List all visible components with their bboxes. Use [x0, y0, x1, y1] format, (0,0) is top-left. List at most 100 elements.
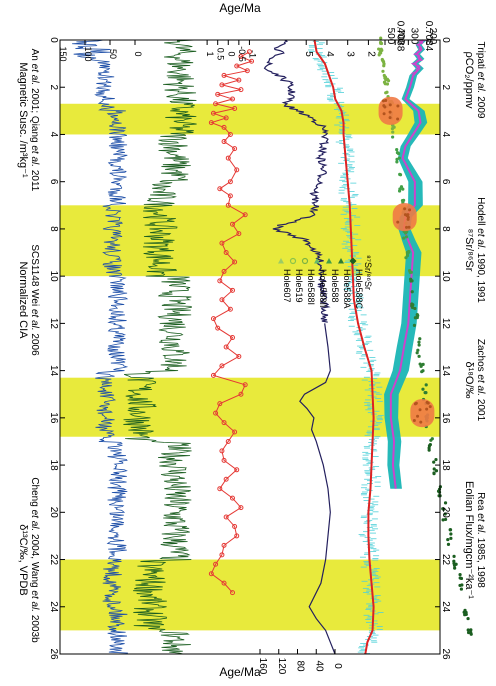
eolian-tick-label-4: 160 [257, 658, 268, 675]
co2-tick-label-3: 500 [385, 28, 396, 45]
co2-line [389, 39, 425, 489]
cia-point-58 [223, 514, 229, 520]
age-tick-label-right-10: 20 [440, 507, 451, 519]
sr-source-part-1: et al. [475, 226, 486, 250]
cia-point-57 [238, 505, 244, 511]
sr-point [448, 528, 453, 532]
sr-ellipse-point [396, 117, 400, 121]
sr-point [434, 469, 439, 473]
sr-point [385, 90, 389, 94]
sr-point [386, 79, 391, 83]
sr-point [418, 337, 422, 341]
d18o-tick-label-0: 2 [365, 51, 376, 57]
sr-ellipse-point [383, 105, 387, 109]
sr-point [469, 632, 473, 636]
sr-point [397, 189, 402, 193]
sr-point [430, 437, 434, 441]
d18o-label-part-0: δ¹⁸O/‰ [463, 361, 475, 398]
cia-point-37 [210, 316, 216, 322]
sr-point [434, 457, 438, 462]
legend-label-5: Hole519 [294, 269, 304, 303]
sr-point [424, 390, 428, 395]
magsusc-source-part-0: An [29, 49, 40, 61]
age-tick-label-left-4: 8 [48, 226, 59, 232]
cia-point-54 [223, 476, 229, 482]
cia-point-39 [230, 335, 235, 341]
sr-point [397, 156, 401, 160]
cia-point-21 [234, 167, 240, 173]
age-tick-label-right-1: 2 [440, 84, 451, 90]
sr-point [383, 75, 388, 79]
cia-line [209, 51, 253, 593]
sr-ellipse-point [412, 419, 416, 423]
sr-point [466, 628, 470, 632]
sr-point [419, 364, 423, 368]
cia-point-30 [223, 250, 229, 256]
eolian-line [299, 323, 336, 655]
magsusc-source: An et al. 2001; Qiang et al. 2011 [29, 49, 40, 192]
sr-ellipse-point [416, 414, 420, 418]
cia-point-14 [223, 115, 229, 121]
cia-source: SCS1148 Wei et al. 2006 [29, 244, 40, 356]
eolian-tick-label-3: 120 [276, 658, 287, 675]
sr-point [421, 362, 425, 366]
sr-label: ⁸⁷Sr/⁸⁶Sr [463, 229, 475, 272]
d13c-label: δ¹³C/‰, VPDB [17, 524, 29, 596]
age-tick-label-left-3: 6 [48, 179, 59, 185]
age-tick-label-left-0: 0 [48, 37, 59, 43]
cia-tick-label-1: -0.5 [237, 46, 247, 62]
sr-point [432, 467, 436, 471]
frame-rect [59, 39, 441, 655]
cia-point-11 [213, 101, 219, 107]
age-tick-label-left-9: 18 [48, 460, 59, 472]
sr-point [377, 53, 381, 57]
cia-point-10 [230, 96, 235, 102]
cia-point-45 [238, 391, 244, 397]
age-tick-label-right-6: 12 [440, 318, 451, 330]
sr-point [417, 340, 421, 344]
eolian-tick-label-2: 80 [295, 660, 306, 672]
sr-ellipse-point [428, 405, 432, 409]
d18o-smooth-line [313, 39, 375, 655]
sr-ellipse-point [388, 110, 392, 114]
sr-ellipse-point [403, 207, 407, 211]
cia-point-32 [221, 268, 227, 274]
cia-point-31 [232, 259, 238, 265]
sr-point [413, 306, 417, 311]
highlight-band-2 [60, 377, 440, 437]
cia-point-29 [219, 240, 225, 246]
cia-point-15 [208, 120, 214, 126]
sr-point [443, 501, 448, 505]
cia-tick-label-0: -1 [247, 50, 257, 58]
highlight-band-1 [60, 205, 440, 277]
cia-point-27 [230, 221, 235, 227]
age-tick-label-left-2: 4 [48, 132, 59, 138]
cia-point-60 [234, 533, 240, 539]
sr-ellipse-2 [410, 399, 435, 428]
sr-point [382, 64, 386, 68]
d18o-source-part-0: Zachos [475, 339, 486, 372]
magsusc-source-part-3: et al. [29, 143, 40, 167]
cia-point-63 [213, 561, 219, 567]
sr-point [424, 383, 428, 387]
legend-marker-3 [314, 258, 320, 264]
legend-marker-2 [326, 258, 332, 264]
sr-ellipse-point [406, 217, 410, 221]
sr-point [395, 160, 399, 164]
sr-point [446, 537, 450, 542]
sr-ellipse-point [418, 408, 422, 412]
age-tick-label-right-3: 6 [440, 179, 451, 185]
sr-ellipse-point [408, 208, 412, 212]
eolian-source-part-2: 1985, 1998 [475, 535, 486, 588]
magsusc-tick-label-1: 50 [108, 49, 118, 59]
magsusc-tick-label-0: 0 [133, 51, 143, 56]
eolian-label-part-0: Eolian Flux/mgcm⁻²ka⁻¹ [463, 481, 475, 599]
magsusc-line [72, 39, 129, 655]
cia-point-55 [217, 486, 223, 492]
cia-point-42 [219, 363, 225, 369]
age-tick-label-right-9: 18 [440, 460, 451, 472]
cia-point-0 [246, 49, 252, 55]
sr-point [413, 316, 417, 320]
cia-point-43 [210, 372, 216, 378]
sr-ellipse-point [388, 116, 392, 120]
